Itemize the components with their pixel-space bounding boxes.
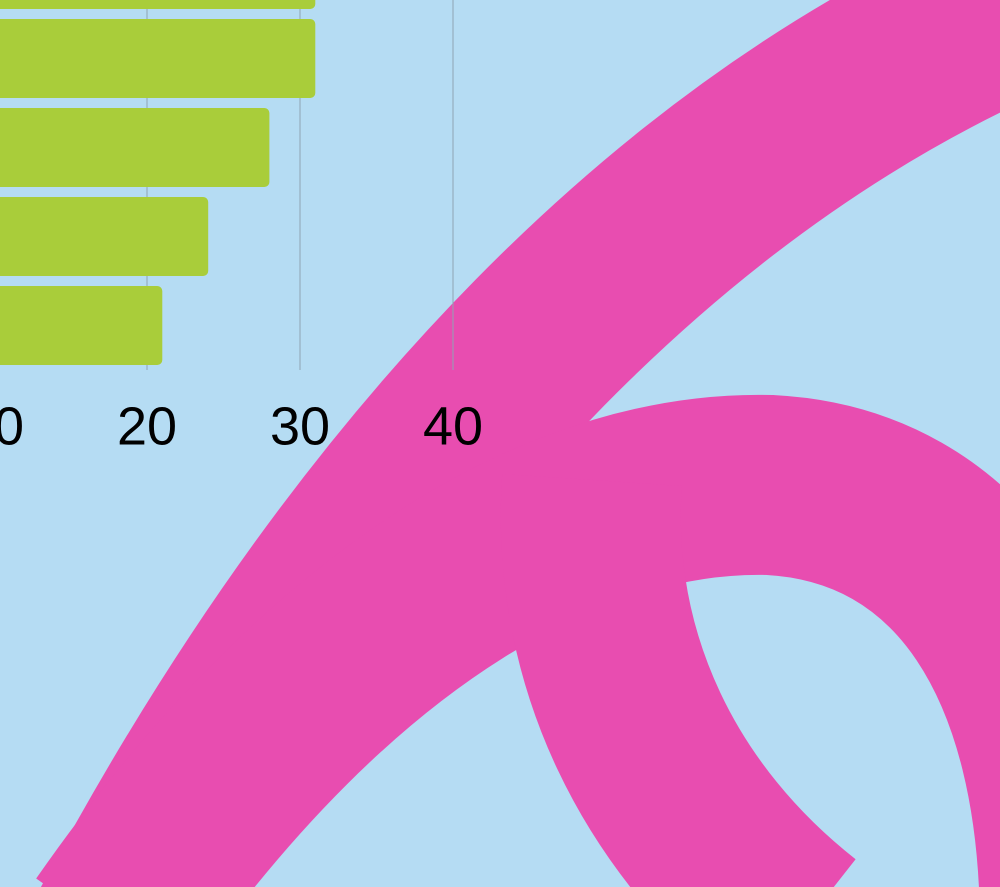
bar: [0, 197, 208, 276]
chart: 10 20 30 40: [0, 0, 1000, 887]
bar: [0, 0, 315, 9]
x-tick-label: 10: [0, 396, 24, 456]
bar: [0, 19, 315, 98]
page: 10203040 (() => { const data = JSON.pars…: [0, 0, 1000, 887]
x-tick-label: 40: [423, 396, 483, 456]
x-tick-label: 30: [270, 396, 330, 456]
bar: [0, 286, 162, 365]
x-tick-label: 20: [117, 396, 177, 456]
bar: [0, 108, 269, 187]
